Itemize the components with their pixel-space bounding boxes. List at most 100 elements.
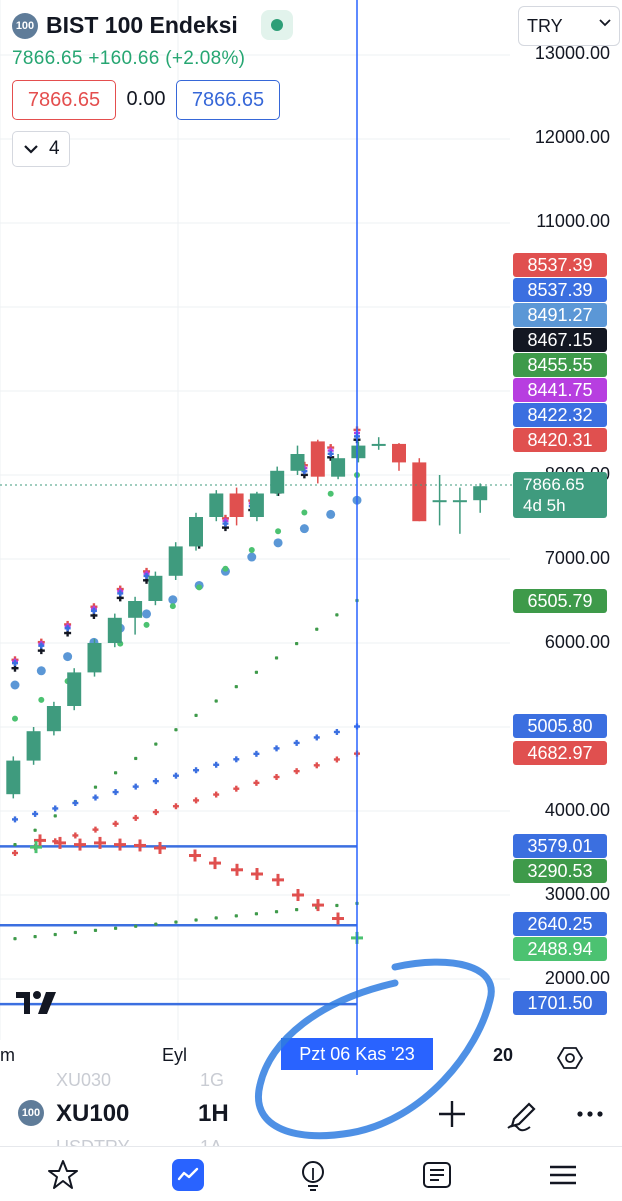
currency-select[interactable]: TRY [518,6,620,46]
indicator-point [63,652,73,662]
candle-body [87,643,102,673]
candle-body [46,706,61,732]
indicator-point [222,565,229,572]
menu-icon[interactable] [546,1158,580,1192]
candle-body [452,500,467,503]
candle-body [107,617,122,643]
time-axis-label: m [0,1045,15,1065]
indicator-point [10,680,20,690]
price-tag: 8455.55 [513,353,607,377]
indicator-point [142,609,152,619]
buy-price-box[interactable]: 7866.65 [176,80,280,120]
chart-grid [0,0,510,1040]
lightbulb-icon[interactable] [296,1158,330,1192]
candle-body [148,575,163,601]
indicator-overlays [10,426,363,944]
candle-body [351,445,366,459]
candle-body [26,731,41,761]
settings-icon[interactable] [557,1045,583,1071]
indicator-point [38,696,45,703]
price-axis-label: 11000.00 [536,211,610,231]
price-axis-label: 13000.00 [534,43,610,63]
indicator-point [248,546,255,553]
indicator-point [247,552,257,562]
time-axis-label: Eyl [162,1045,188,1065]
indicator-point [326,509,336,519]
plus-icon[interactable] [434,1096,470,1132]
price-axis-label: 4000.00 [544,800,610,820]
price-tag: 5005.80 [513,714,607,738]
candle-body [209,493,224,517]
chevron-down-icon [23,134,39,175]
price-tag: 8491.27 [513,303,607,327]
price-tag: 2640.25 [513,912,607,936]
spread-value: 0.00 [120,80,172,118]
ghost-symbol: XU030 [56,1070,112,1090]
pen-icon[interactable] [504,1096,540,1132]
indicator-point [168,595,178,605]
candle-body [168,546,183,576]
indicator-point [36,666,46,676]
market-status-icon[interactable] [261,10,293,40]
currency-label: TRY [527,16,563,36]
candle-body [229,493,244,517]
indicator-point [327,490,334,497]
candle-body [249,493,264,517]
candle-body [473,486,488,501]
candle-body [432,500,447,503]
more-icon[interactable] [574,1096,610,1132]
candle-body [310,441,325,477]
indicator-point [273,538,283,548]
interval-selector[interactable]: 1H [198,1100,229,1127]
price-axis-label: 12000.00 [534,127,610,147]
price-tag: 8537.39 [513,278,607,302]
indicator-point [169,603,176,610]
indicator-point [275,528,282,535]
price-tag: 8420.31 [513,428,607,452]
chevron-down-icon [599,7,611,51]
candle-body [270,470,285,494]
candles [6,437,488,799]
price-tag: 8537.39 [513,253,607,277]
time-axis-label: 20 [493,1045,514,1065]
price-tag: 3290.53 [513,859,607,883]
crosshair-date-label: Pzt 06 Kas '23 [281,1038,433,1070]
star-icon[interactable] [46,1158,80,1192]
price-tag: 8441.75 [513,378,607,402]
exchange-badge: 100 [12,13,38,39]
price-tag: 1701.50 [513,991,607,1015]
candle-body [189,517,203,547]
hand-drawn-circle-annotation [255,958,495,1140]
candle-body [67,672,82,706]
symbol-selector[interactable]: XU100 [56,1100,130,1127]
chart-canvas[interactable] [0,0,622,1075]
indicator-point [299,524,309,534]
current-price-value: 7866.65 [523,475,585,494]
indicator-point [12,715,18,722]
symbol-badge: 100 [18,1100,44,1126]
price-tag: 2488.94 [513,937,607,961]
candle-body [371,443,386,446]
candle-body [290,454,305,471]
candle-body [412,462,427,522]
bar-countdown: 4d 5h [523,496,566,515]
indicators-toggle[interactable]: 4 [12,131,70,167]
indicator-point [196,584,203,591]
ghost-interval: 1G [200,1070,225,1090]
price-axis-label: 3000.00 [544,884,610,904]
candle-body [392,443,406,463]
price-tag: 3579.01 [513,834,607,858]
chart-icon[interactable] [171,1158,205,1192]
price-tag: 8467.15 [513,328,607,352]
news-icon[interactable] [421,1158,455,1192]
candle-body [6,760,21,795]
price-change: 7866.65 +160.66 (+2.08%) [12,48,246,69]
price-tag: 8422.32 [513,403,607,427]
candle-body [128,601,143,618]
indicator-count: 4 [49,138,60,159]
price-axis-label: 7000.00 [544,548,610,568]
candle-body [331,458,346,477]
symbol-title[interactable]: BIST 100 Endeksi [46,12,238,38]
sell-price-box[interactable]: 7866.65 [12,80,116,120]
tradingview-logo [16,991,56,1014]
